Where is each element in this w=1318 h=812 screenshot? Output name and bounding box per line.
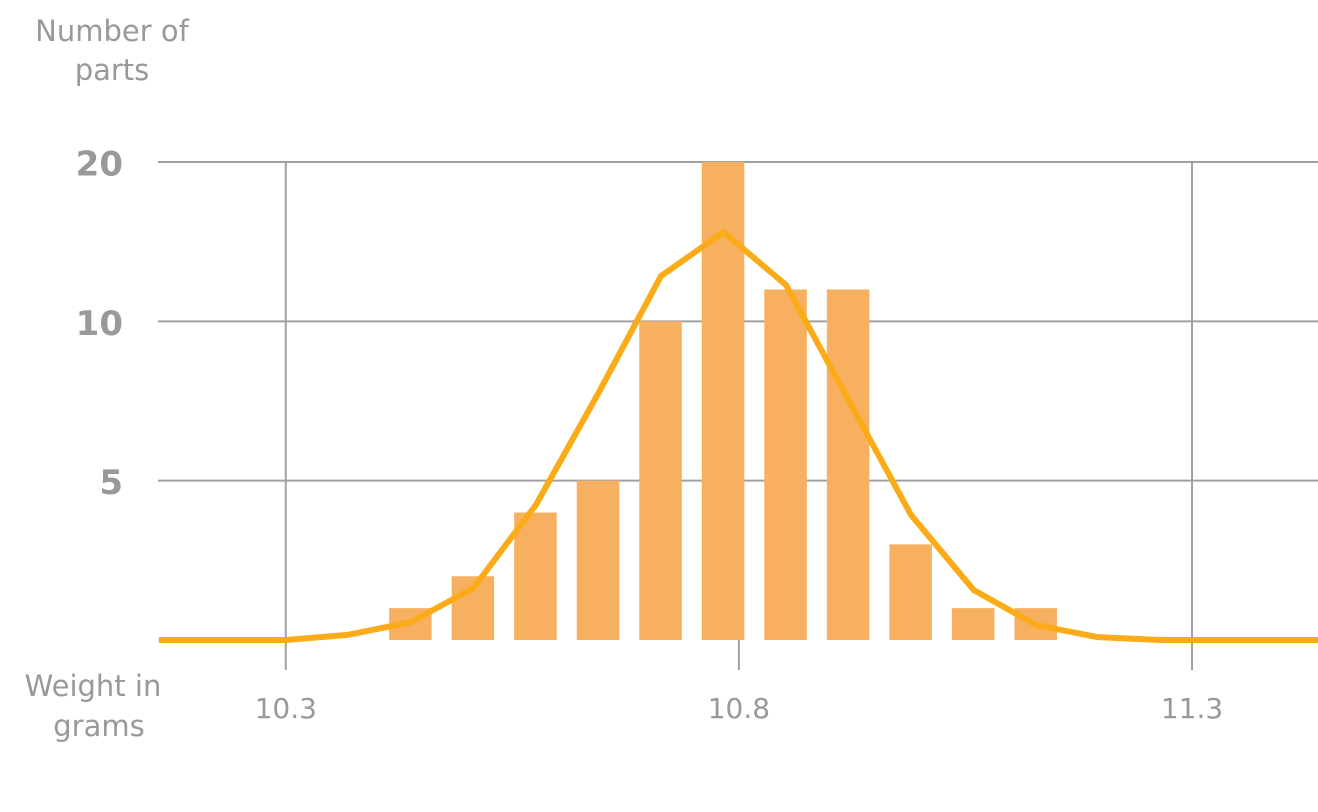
y-tick-label: 20 [76,145,123,185]
bar [514,512,557,640]
bar [951,608,995,640]
y-tick-label: 5 [99,463,123,503]
x-tick-label: 10.3 [255,692,317,725]
bar [639,321,682,640]
bar [764,289,807,640]
x-axis-label: grams [53,709,144,743]
bar [826,289,870,640]
y-axis-label: Number of [35,14,189,48]
fit-curve [158,229,1318,643]
y-tick-label: 10 [76,304,123,344]
x-tick-label: 10.8 [708,692,770,725]
bar [889,544,932,640]
y-axis-label: parts [75,53,150,87]
bar [576,480,620,640]
x-tick-label: 11.3 [1161,692,1223,725]
x-axis-label: Weight in [25,669,162,703]
